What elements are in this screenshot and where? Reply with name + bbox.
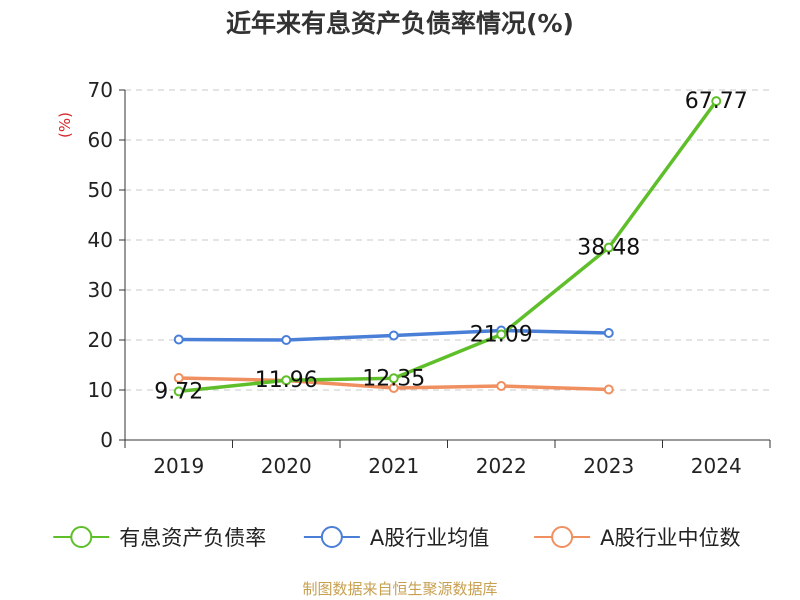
legend-label: A股行业中位数 [600, 526, 740, 550]
data-point [173, 373, 184, 383]
data-point [496, 381, 507, 391]
data-point [711, 96, 722, 107]
chart-title: 近年来有息资产负债率情况(%) [226, 9, 574, 38]
y-tick-label: 40 [88, 228, 113, 252]
y-tick-label: 20 [88, 328, 113, 352]
x-tick-label: 2023 [583, 454, 634, 478]
data-point [388, 330, 399, 341]
x-tick-label: 2020 [261, 454, 312, 478]
series-line [178, 100, 718, 394]
data-point [603, 328, 614, 338]
y-tick-label: 10 [88, 378, 113, 402]
source-note: 制图数据来自恒生聚源数据库 [302, 580, 498, 598]
y-axis-label: (%) [56, 112, 74, 138]
legend-marker [70, 526, 93, 548]
x-tick-label: 2019 [153, 454, 204, 478]
data-label: 21.09 [470, 323, 533, 348]
data-point [603, 384, 614, 395]
y-tick-label: 50 [88, 178, 113, 202]
x-tick-label: 2024 [691, 454, 742, 478]
legend-label: 有息资产负债率 [119, 526, 266, 550]
y-tick-label: 0 [100, 428, 113, 452]
x-tick-label: 2022 [476, 454, 527, 478]
data-point [496, 329, 507, 340]
data-label: 12.35 [362, 366, 425, 391]
legend-marker [320, 526, 343, 548]
legend-label: A股行业均值 [370, 526, 489, 550]
data-point [281, 375, 292, 386]
data-point [173, 334, 184, 345]
legend-marker [551, 526, 574, 548]
y-tick-label: 60 [88, 128, 113, 152]
data-point [173, 386, 184, 397]
data-point [603, 242, 614, 253]
data-label: 11.96 [255, 368, 318, 393]
data-label: 9.72 [154, 379, 203, 404]
data-label: 38.48 [577, 236, 640, 261]
data-point [388, 373, 399, 384]
x-tick-label: 2021 [368, 454, 419, 478]
data-point [388, 383, 399, 393]
data-label: 67.77 [685, 89, 748, 114]
data-point [281, 335, 292, 345]
y-tick-label: 70 [88, 78, 113, 102]
y-tick-label: 30 [88, 278, 113, 302]
